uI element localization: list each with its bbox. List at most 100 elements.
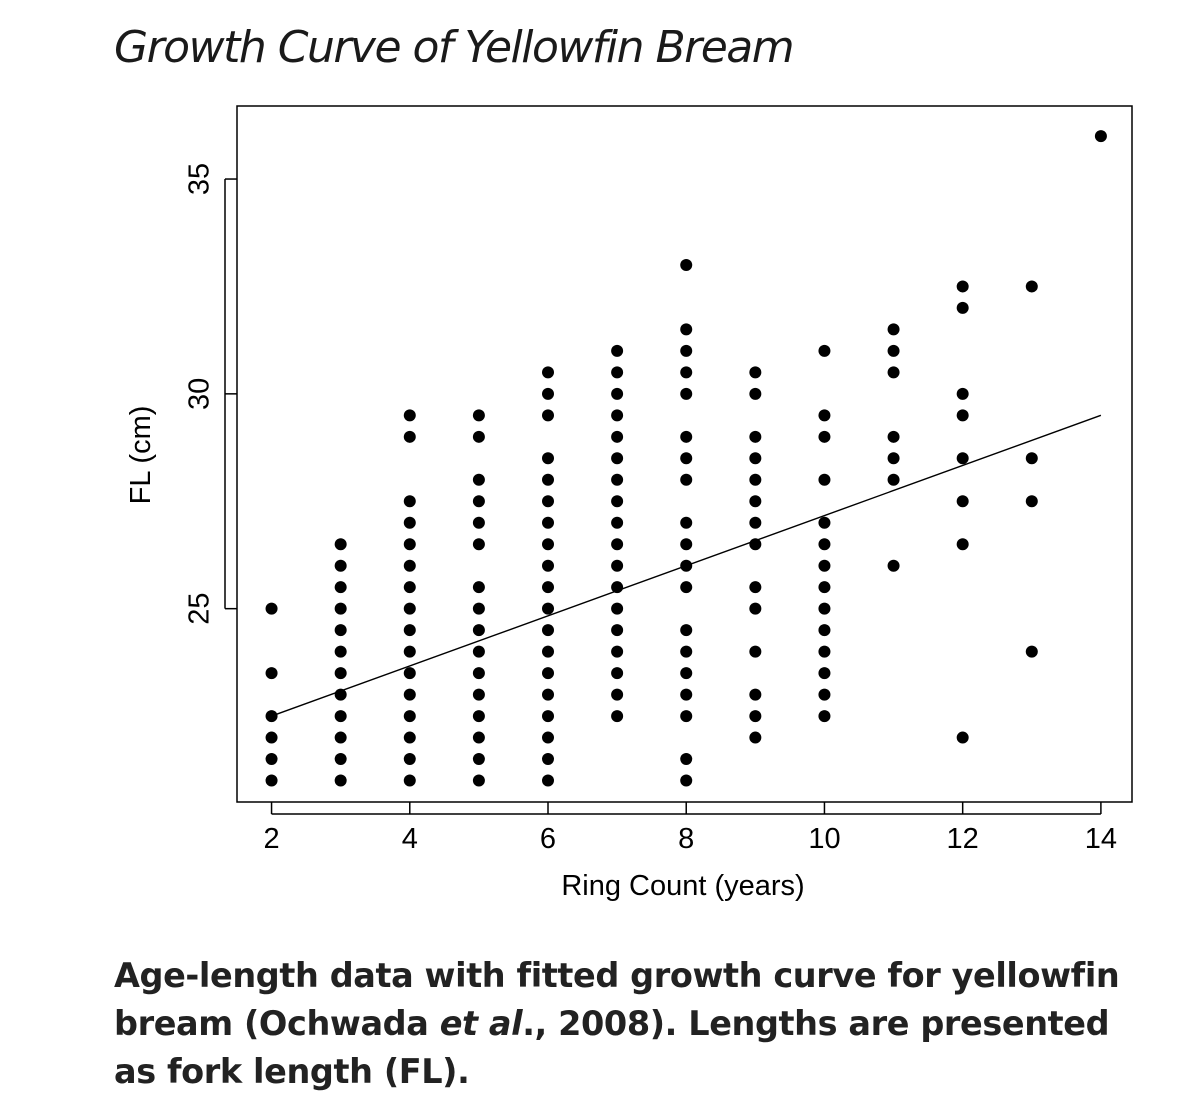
data-point <box>680 581 693 594</box>
data-point <box>680 710 693 723</box>
y-tick-label: 25 <box>184 593 216 625</box>
data-point <box>472 495 485 508</box>
data-point <box>542 731 555 744</box>
data-point <box>887 430 900 443</box>
data-point <box>680 366 693 379</box>
data-point <box>472 538 485 551</box>
data-point <box>611 452 624 465</box>
data-point <box>749 710 762 723</box>
data-point <box>403 559 416 572</box>
data-point <box>749 473 762 486</box>
data-point <box>472 516 485 529</box>
data-point <box>472 731 485 744</box>
data-point <box>887 559 900 572</box>
data-point <box>611 688 624 701</box>
data-point <box>611 624 624 637</box>
data-point <box>472 581 485 594</box>
data-point <box>611 387 624 400</box>
data-point <box>818 645 831 658</box>
x-tick-label: 2 <box>263 823 279 855</box>
data-point <box>887 473 900 486</box>
data-point <box>403 731 416 744</box>
data-point <box>749 516 762 529</box>
data-point <box>334 538 347 551</box>
data-point <box>611 473 624 486</box>
x-tick-label: 14 <box>1085 823 1117 855</box>
data-point <box>1025 280 1038 293</box>
data-point <box>818 516 831 529</box>
data-point <box>472 688 485 701</box>
data-point <box>680 516 693 529</box>
data-point <box>542 688 555 701</box>
data-point <box>542 495 555 508</box>
data-point <box>403 581 416 594</box>
data-point <box>542 645 555 658</box>
data-point <box>1025 495 1038 508</box>
data-point <box>818 602 831 615</box>
data-point <box>542 753 555 766</box>
x-axis-title: Ring Count (years) <box>561 870 804 902</box>
data-point <box>403 753 416 766</box>
data-point <box>680 667 693 680</box>
data-point <box>956 495 969 508</box>
data-point <box>611 667 624 680</box>
axes: 2 4 6 8 10 12 14 25 30 35 <box>184 105 1133 855</box>
data-point <box>334 731 347 744</box>
data-point <box>818 581 831 594</box>
plot-frame <box>236 105 1133 803</box>
data-point <box>611 409 624 422</box>
data-point <box>956 731 969 744</box>
data-point <box>542 559 555 572</box>
data-point <box>818 688 831 701</box>
data-point <box>334 581 347 594</box>
data-point <box>680 753 693 766</box>
data-point <box>611 430 624 443</box>
data-point <box>403 495 416 508</box>
data-point <box>334 559 347 572</box>
data-point <box>403 624 416 637</box>
data-point <box>749 495 762 508</box>
data-point <box>403 688 416 701</box>
data-point <box>542 581 555 594</box>
data-point <box>334 710 347 723</box>
data-point <box>611 602 624 615</box>
data-point <box>334 624 347 637</box>
data-point <box>265 731 278 744</box>
data-point <box>403 645 416 658</box>
data-point <box>680 452 693 465</box>
data-point <box>542 516 555 529</box>
data-point <box>611 710 624 723</box>
data-point <box>403 774 416 787</box>
data-point <box>472 409 485 422</box>
data-point <box>749 731 762 744</box>
data-point <box>472 645 485 658</box>
data-point <box>403 602 416 615</box>
data-point <box>749 430 762 443</box>
data-point <box>472 774 485 787</box>
data-point <box>887 323 900 336</box>
data-point <box>472 602 485 615</box>
x-tick-label: 8 <box>678 823 694 855</box>
y-tick-label: 30 <box>184 378 216 410</box>
data-point <box>403 430 416 443</box>
data-point <box>542 538 555 551</box>
data-point <box>265 602 278 615</box>
data-point <box>749 688 762 701</box>
data-point <box>334 645 347 658</box>
data-point <box>680 774 693 787</box>
data-point <box>680 430 693 443</box>
data-point <box>403 667 416 680</box>
data-point <box>265 753 278 766</box>
data-point <box>749 602 762 615</box>
data-point <box>472 667 485 680</box>
data-point <box>542 473 555 486</box>
x-tick-label: 6 <box>540 823 556 855</box>
data-point <box>956 387 969 400</box>
caption-text: Age-length data with fitted growth curve… <box>114 956 1120 1043</box>
data-point <box>611 344 624 357</box>
data-point <box>611 516 624 529</box>
data-point <box>956 409 969 422</box>
data-point <box>403 710 416 723</box>
data-point <box>542 366 555 379</box>
data-point <box>818 473 831 486</box>
